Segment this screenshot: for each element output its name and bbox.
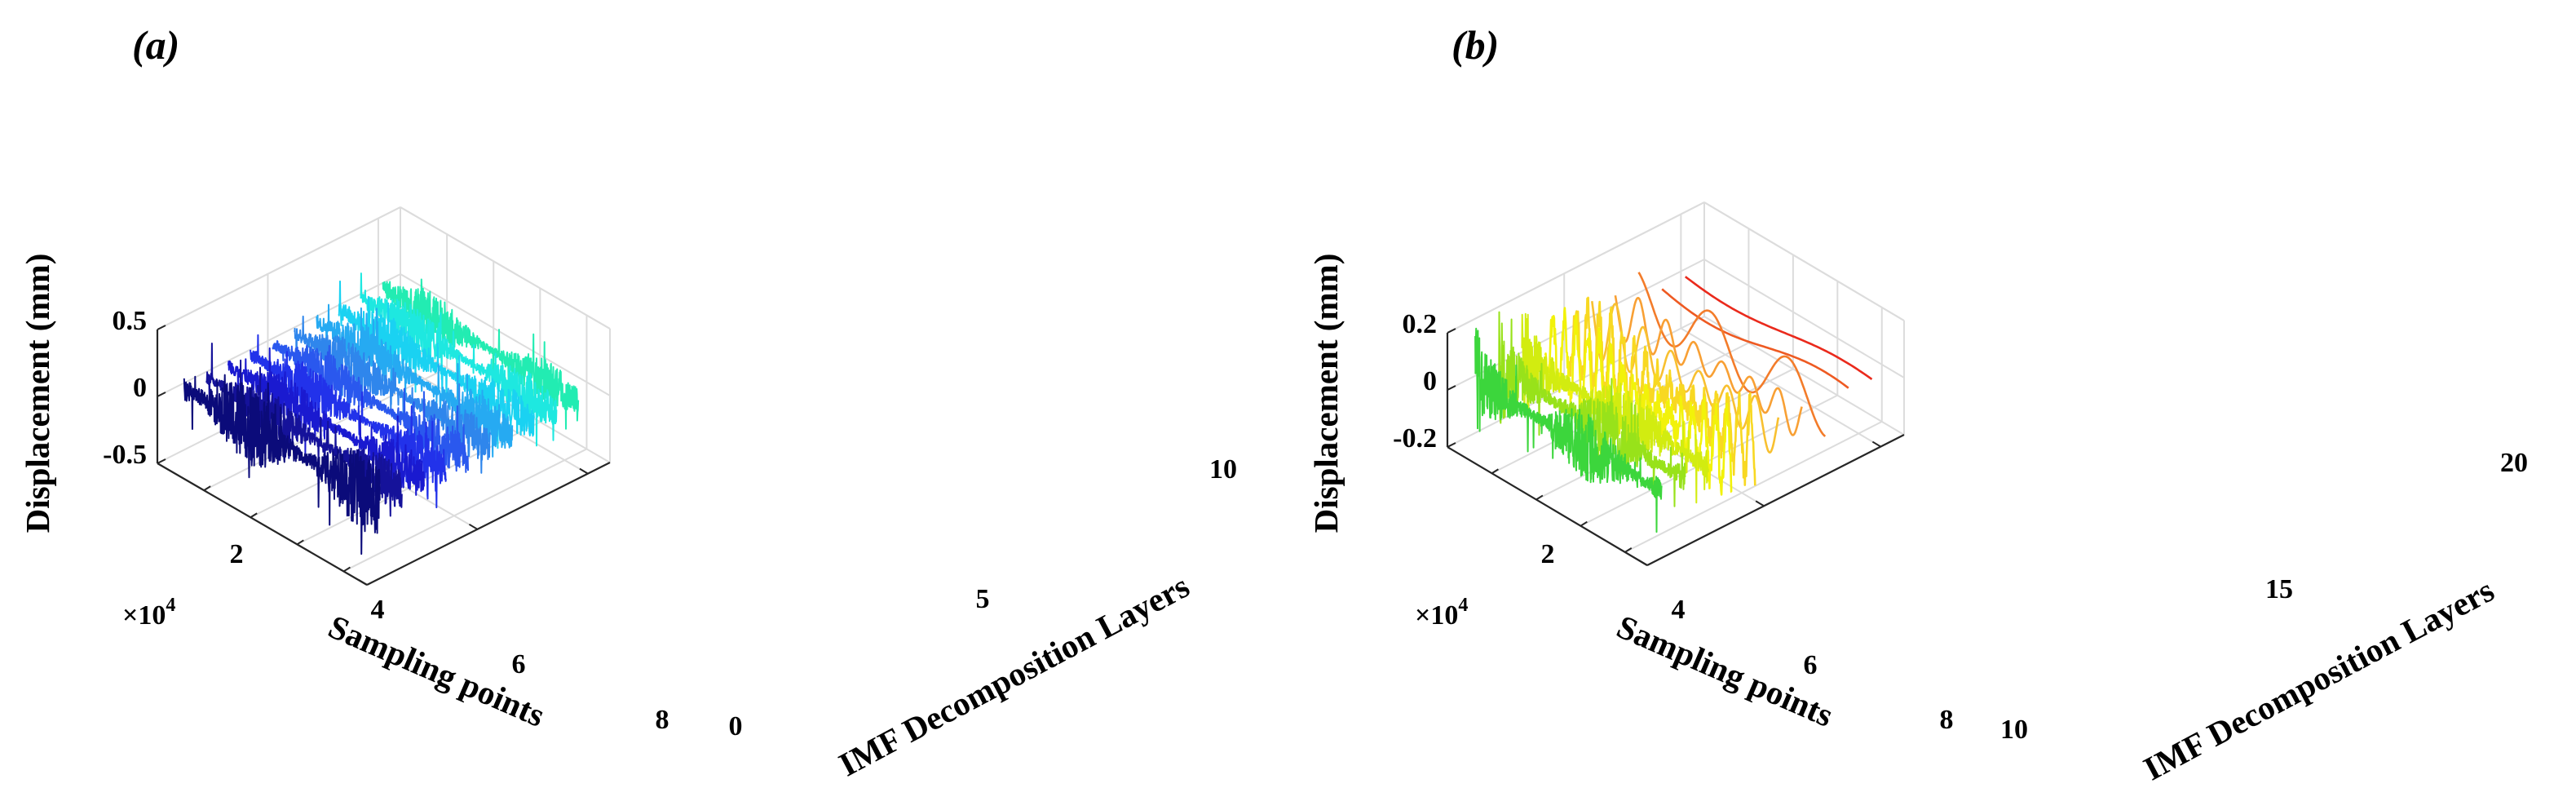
- panel-b-xtick-mark-0: [1491, 468, 1499, 475]
- panel-a-grid-zl-1: [157, 273, 401, 397]
- panel-a-ztick-2: -0.5: [103, 440, 147, 470]
- panel-b-ztick-mark-1: [1447, 385, 1456, 391]
- panel-b-grid-fy-2: [1680, 327, 1881, 448]
- panel-a-xtick-mark-0: [203, 485, 211, 491]
- panel-b-series-imf18: [1637, 272, 1827, 437]
- panel-b-y-axis: [1646, 434, 1905, 566]
- panel-b-box-back-top: [1703, 201, 1905, 321]
- panel-b-series-imf20: [1685, 276, 1873, 380]
- panel-b-ztick-0: 0.2: [1403, 309, 1438, 339]
- panel-b-ztick-2: -0.2: [1393, 423, 1437, 454]
- panel-b-grid-fx-3: [1624, 420, 1883, 553]
- panel-a-series-imf5: [272, 340, 469, 475]
- panel-a-y-axis: [366, 462, 611, 586]
- panel-label-a: (a): [132, 22, 179, 68]
- panel-a-xtick-mark-3: [342, 566, 351, 573]
- panel-a-grid-fx-3: [342, 448, 587, 573]
- panel-b-grid-zr-1: [1703, 259, 1905, 378]
- panel-b: (b) 0.2 0 -0.2 2 4 6 8 10 15 20 Displace…: [1307, 22, 2528, 787]
- panel-a-xtick-2: 6: [512, 649, 526, 679]
- panel-b-box-left-top: [1447, 201, 1705, 334]
- panel-a-ztick-1: 0: [133, 373, 147, 403]
- panel-a-box-back-top: [400, 206, 611, 330]
- panel-b-zlabel: Displacement (mm): [1307, 254, 1345, 533]
- panel-a-zlabel: Displacement (mm): [19, 254, 56, 533]
- panel-a-ztick-mark-0: [157, 325, 166, 330]
- panel-b-series: [1474, 272, 1873, 533]
- panel-a-ztick-mark-1: [157, 392, 166, 397]
- panel-a-series-imf1: [183, 374, 381, 555]
- panel-a-ytick-1: 5: [976, 584, 990, 614]
- panel-b-series-imf19: [1661, 288, 1849, 389]
- panel-b-ytick-mark-2: [1871, 440, 1881, 448]
- panel-b-ztick-mark-2: [1447, 442, 1456, 448]
- panel-label-b: (b): [1451, 22, 1499, 68]
- panel-a-series-imf10: [382, 278, 580, 430]
- panel-a-xtick-mark-2: [296, 539, 304, 546]
- panel-b-series-imf11: [1474, 327, 1663, 533]
- panel-b-ytick-mark-0: [1638, 560, 1648, 566]
- panel-b-grid-zr-2: [1703, 316, 1905, 436]
- panel-b-ztick-1: 0: [1423, 366, 1437, 396]
- panel-b-xtick-1: 4: [1672, 595, 1686, 625]
- panel-b-ytick-1: 15: [2265, 574, 2293, 604]
- panel-a-ytick-2: 10: [1209, 454, 1237, 485]
- panel-a-series-imf9: [360, 272, 558, 447]
- panel-b-xtick-2: 6: [1804, 650, 1818, 680]
- panel-a-ztick-mark-2: [157, 458, 166, 464]
- panel-a-mult-base: ×10: [122, 600, 166, 631]
- panel-b-ztick-mark-0: [1447, 328, 1456, 334]
- panel-b-mult-base: ×10: [1415, 600, 1458, 631]
- panel-b-xtick-mark-1: [1535, 494, 1544, 501]
- panel-b-ytick-0: 10: [2000, 715, 2028, 745]
- panel-a-xtick-0: 2: [230, 539, 244, 569]
- panel-a-grid-zr-1: [400, 273, 611, 396]
- panel-a-ytick-mark-0: [358, 579, 368, 586]
- panel-a-x-multiplier: ×104: [122, 595, 175, 631]
- panel-a-box-left-top: [157, 206, 401, 330]
- panel-b-x-multiplier: ×104: [1415, 595, 1468, 631]
- panel-b-ylabel: IMF Decomposition Layers: [2137, 571, 2500, 788]
- panel-a: (a) 0.5 0 -0.5 2 4 6 8 0 5 10 Displaceme…: [19, 22, 1237, 783]
- panel-b-xtick-3: 8: [1940, 705, 1954, 735]
- panel-a-ztick-0: 0.5: [113, 306, 148, 336]
- panel-a-mult-exp: 4: [166, 595, 175, 616]
- panel-b-grid-zl-2: [1447, 316, 1705, 448]
- panel-b-x-axis: [1447, 446, 1648, 566]
- panel-a-ytick-mark-1: [468, 523, 478, 530]
- panel-a-xtick-mark-1: [250, 512, 258, 519]
- panel-a-ytick-mark-2: [579, 467, 589, 475]
- panel-a-series-imf4: [250, 334, 447, 509]
- panel-a-series: [183, 272, 580, 555]
- panel-b-xtick-mark-3: [1624, 547, 1633, 553]
- panel-b-xtick-mark-2: [1580, 520, 1588, 527]
- panel-a-xtick-3: 8: [656, 705, 669, 735]
- panel-b-axes: [1446, 328, 1905, 566]
- panel-b-ytick-mark-1: [1755, 500, 1765, 507]
- panel-a-grid-zr-2: [400, 340, 611, 463]
- panel-b-ytick-2: 20: [2500, 448, 2528, 478]
- panel-b-xtick-0: 2: [1541, 539, 1555, 569]
- panel-a-xtick-1: 4: [371, 595, 385, 625]
- panel-a-axes: [156, 325, 611, 586]
- panel-a-ylabel: IMF Decomposition Layers: [833, 567, 1195, 784]
- panel-b-series-imf13: [1521, 312, 1709, 504]
- panel-a-x-axis: [157, 463, 368, 586]
- panel-a-ytick-0: 0: [729, 711, 743, 741]
- panel-b-mult-exp: 4: [1458, 595, 1468, 616]
- panel-b-series-imf15: [1567, 296, 1756, 486]
